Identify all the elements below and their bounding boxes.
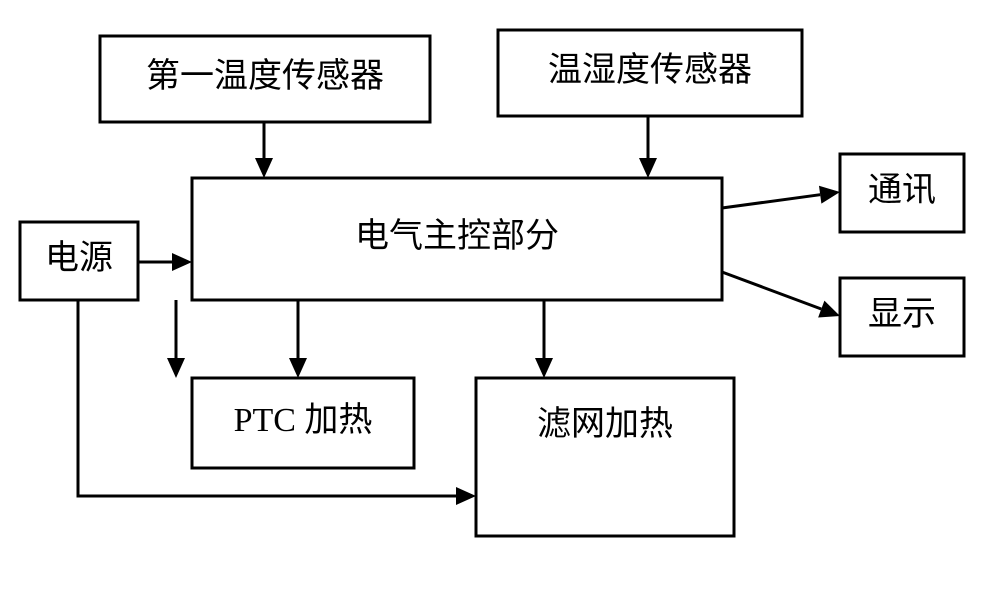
node-ptc: PTC 加热 <box>192 378 414 468</box>
node-label: 第一温度传感器 <box>146 57 384 95</box>
arrow-head <box>172 253 192 271</box>
arrow-head <box>255 158 273 178</box>
node-label: PTC 加热 <box>234 401 373 439</box>
node-label: 通讯 <box>868 172 936 209</box>
arrow-head <box>167 358 185 378</box>
arrow-head <box>639 158 657 178</box>
block-diagram: 第一温度传感器 温湿度传感器电源 电气主控部分 通讯显示 PTC 加热 滤网加热 <box>0 0 1000 608</box>
node-power: 电源 <box>20 222 138 300</box>
node-label: 电气主控部分 <box>355 217 559 255</box>
node-disp: 显示 <box>840 278 964 356</box>
node-temp1: 第一温度传感器 <box>100 36 430 122</box>
arrow-head <box>456 487 476 505</box>
arrow-head <box>289 358 307 378</box>
node-label: 电源 <box>45 239 113 277</box>
node-humid: 温湿度传感器 <box>498 30 802 116</box>
arrow-head <box>818 301 840 318</box>
arrow-head <box>819 186 840 204</box>
edge <box>722 272 821 309</box>
node-filter: 滤网加热 <box>476 378 734 536</box>
node-comm: 通讯 <box>840 154 964 232</box>
node-label: 显示 <box>868 296 936 333</box>
node-ctrl: 电气主控部分 <box>192 178 722 300</box>
arrow-head <box>535 358 553 378</box>
node-rect <box>476 378 734 536</box>
node-label: 温湿度传感器 <box>548 51 752 89</box>
edge <box>722 195 820 208</box>
node-label: 滤网加热 <box>537 405 673 443</box>
